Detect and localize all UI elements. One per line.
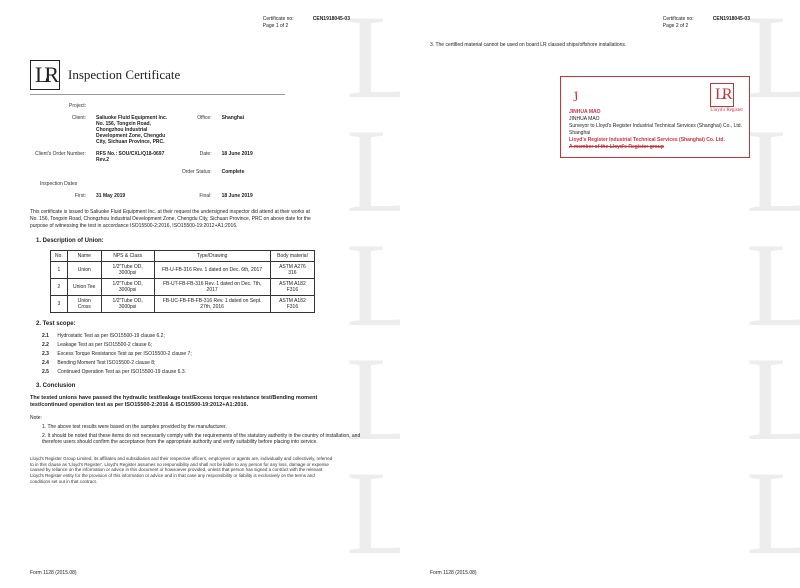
form-number: Form 1128 (2015.08) [430, 570, 477, 576]
page-num: Page 2 of 2 [663, 23, 689, 29]
test-item: 2.5 Continued Operation Test as per ISO1… [42, 369, 370, 375]
lr-red-logo-icon: LR [710, 83, 734, 107]
table-cell: FB-UC-FB-FB-FB-316 Rev. 1 dated on Sept.… [154, 296, 270, 313]
table-header-row: No.NameNPS & ClassType/DrawingBody mater… [51, 251, 315, 262]
table-cell: ASTM A276 316 [270, 262, 315, 279]
insp-dates-label: Inspection Dates [30, 181, 295, 187]
final-value: 18 June 2019 [222, 193, 296, 199]
test-item: 2.4 Bending Moment Test ISO15500-2 claus… [42, 360, 370, 366]
cert-title: Inspection Certificate [68, 67, 180, 83]
table-cell: 1/2"Tube OD, 3000psi [101, 279, 154, 296]
meta-grid: Project: Client: Saliuoke Fluid Equipmen… [30, 103, 295, 199]
signature-scribble: J [572, 88, 579, 108]
watermark: LRLRLRLRLR [746, 0, 800, 588]
union-table: No.NameNPS & ClassType/DrawingBody mater… [50, 250, 315, 313]
page-2: LRLRLRLRLR Certificate no:CEN1918045-03 … [400, 0, 800, 588]
sig-entity: Lloyd's Register Industrial Technical Se… [569, 137, 743, 144]
cert-no: CEN1918045-03 [713, 16, 750, 23]
section-2-title: 2. Test scope: [36, 321, 370, 327]
table-cell: 1 [51, 262, 68, 279]
lloyds-register-text: Lloyd's Register [710, 108, 743, 113]
page-num: Page 1 of 2 [263, 23, 289, 29]
table-cell: Union [67, 262, 101, 279]
title-row: LR Inspection Certificate [30, 60, 370, 90]
page2-item: 3. The certified material cannot be used… [430, 42, 719, 49]
order-label: Client's Order Number: [30, 151, 90, 163]
first-label: First: [30, 193, 90, 199]
status-value: Complete [222, 169, 296, 175]
intro-text: This certificate is issued to Saliuoke F… [30, 209, 319, 230]
final-label: Final: [176, 193, 216, 199]
section-1-title: 1. Description of Union: [36, 238, 370, 244]
table-row: 1Union1/2"Tube OD, 3000psiFB-U-FB-316 Re… [51, 262, 315, 279]
table-header-cell: No. [51, 251, 68, 262]
table-cell: FB-U-FB-316 Rev. 1 dated on Dec. 6th, 20… [154, 262, 270, 279]
test-scope-list: 2.1 Hydrostatic Test as per ISO15500-19 … [30, 333, 370, 375]
page-header-meta: Certificate no:CEN1918045-03 Page 1 of 2 [263, 16, 350, 30]
cert-no: CEN1918045-03 [313, 16, 350, 23]
fine-print: Lloyd's Register Group Limited, its affi… [30, 456, 336, 485]
table-row: 3Union Cross1/2"Tube OD, 3000psiFB-UC-FB… [51, 296, 315, 313]
note-label: Note: [30, 415, 319, 422]
sig-role: Surveyor to Lloyd's Register Industrial … [569, 123, 743, 130]
office-label: Office: [176, 115, 216, 145]
date-value: 18 June 2019 [222, 151, 296, 163]
page-header-meta: Certificate no:CEN1918045-03 Page 2 of 2 [663, 16, 750, 30]
table-header-cell: NPS & Class [101, 251, 154, 262]
office-value: Shanghai [222, 115, 296, 145]
notes-list: 1. The above test results were based on … [30, 424, 370, 446]
date-label: Date: [176, 151, 216, 163]
table-row: 2Union Tee1/2"Tube OD, 3000psiFB-UT-FB-F… [51, 279, 315, 296]
signature-graphic: J [569, 86, 704, 110]
table-header-cell: Type/Drawing [154, 251, 270, 262]
table-cell: 2 [51, 279, 68, 296]
table-cell: FB-UT-FB-FB-316 Rev. 1 dated on Dec. 7th… [154, 279, 270, 296]
table-cell: ASTM A182 F316 [270, 279, 315, 296]
table-cell: Union Tee [67, 279, 101, 296]
note-item: 2. It should be noted that these items d… [42, 433, 370, 446]
table-header-cell: Body material [270, 251, 315, 262]
conclusion-text: The tested unions have passed the hydrau… [30, 395, 322, 409]
table-cell: 1/2"Tube OD, 3000psi [101, 262, 154, 279]
client-label: Client: [30, 115, 90, 145]
sig-name: JINHUA MAO [569, 116, 743, 123]
client-value: Saliuoke Fluid Equipment Inc. No. 156, T… [96, 115, 170, 145]
table-header-cell: Name [67, 251, 101, 262]
sig-loc: Shanghai [569, 130, 743, 137]
page-1: LRLRLRLRLR Certificate no:CEN1918045-03 … [0, 0, 400, 588]
test-item: 2.3 Excess Torque Resistance Test as per… [42, 351, 370, 357]
order-value: RFS No.: SOU/CXL/Q18-0697 Rev.2 [96, 151, 170, 163]
table-body: 1Union1/2"Tube OD, 3000psiFB-U-FB-316 Re… [51, 262, 315, 313]
table-cell: 1/2"Tube OD, 3000psi [101, 296, 154, 313]
test-item: 2.1 Hydrostatic Test as per ISO15500-19 … [42, 333, 370, 339]
table-cell: ASTM A182 F316 [270, 296, 315, 313]
section-3-title: 3. Conclusion [36, 383, 370, 389]
lr-logo: LR [30, 60, 60, 90]
signature-box: J LR Lloyd's Register JINHUA MAO JINHUA … [560, 76, 750, 158]
sig-member: A member of the Lloyd's Register group [569, 144, 743, 151]
title-rule [30, 94, 285, 95]
first-value: 31 May 2019 [96, 193, 170, 199]
form-number: Form 1128 (2015.08) [30, 570, 77, 576]
status-label: Order Status: [176, 169, 216, 175]
project-value [96, 103, 170, 109]
table-cell: 3 [51, 296, 68, 313]
test-item: 2.2 Leakage Test as per ISO15500-2 claus… [42, 342, 370, 348]
note-item: 1. The above test results were based on … [42, 424, 370, 431]
table-cell: Union Cross [67, 296, 101, 313]
project-label: Project: [30, 103, 90, 109]
